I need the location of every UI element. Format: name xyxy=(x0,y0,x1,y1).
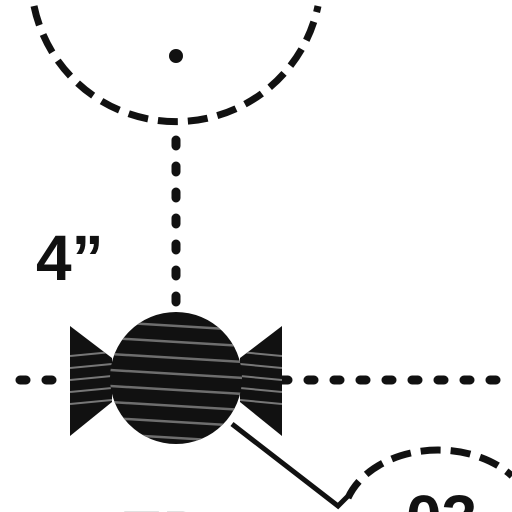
tag-bubble xyxy=(344,446,512,500)
valve-right-wing xyxy=(240,326,282,436)
dimension-label: 4” xyxy=(36,222,104,294)
tag-number-label: 03 xyxy=(406,482,477,512)
top-dashed-circle xyxy=(30,5,322,126)
circle-center-dot xyxy=(169,49,183,63)
leader-line xyxy=(230,422,350,510)
valve-left-wing xyxy=(70,326,112,436)
bottom-left-label: ED xyxy=(120,498,209,512)
valve-symbol xyxy=(70,312,282,444)
